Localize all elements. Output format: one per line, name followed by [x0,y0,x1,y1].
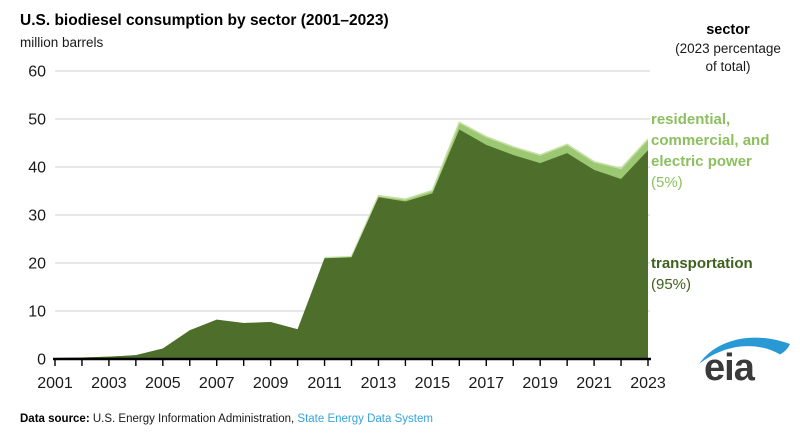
x-tick-label: 2023 [630,375,666,392]
x-tick-label: 2015 [415,375,451,392]
y-tick-label: 40 [28,160,46,177]
data-source-label: Data source: [20,413,90,425]
x-tick-label: 2009 [253,375,289,392]
eia-logo-swoosh-icon [699,337,790,364]
legend-header: sector (2023 percentage of total) [656,21,800,77]
eia-logo: eia [697,331,792,399]
legend-residential-pct: (5%) [651,174,683,191]
legend-transportation: transportation (95%) [651,253,800,295]
x-tick-label: 2019 [522,375,558,392]
y-tick-label: 30 [28,208,46,225]
chart-units-label: million barrels [20,35,104,50]
chart-title: U.S. biodiesel consumption by sector (20… [20,12,389,29]
eia-logo-text: eia [704,347,755,389]
legend-title: sector [706,22,750,38]
legend-transportation-pct: (95%) [651,276,692,293]
legend-residential-line1: residential, [651,111,731,128]
legend-residential-line3: electric power [651,153,752,170]
x-tick-label: 2021 [576,375,612,392]
x-tick-label: 2013 [361,375,397,392]
x-tick-label: 2003 [91,375,127,392]
legend-transportation-label: transportation [651,255,753,272]
area-transportation [55,129,648,359]
y-tick-label: 10 [28,304,46,321]
area-residential-top-edge [324,121,649,259]
legend-subtitle-line1: (2023 percentage [675,40,781,56]
data-source-link[interactable]: State Energy Data System [297,413,433,425]
x-tick-label: 2011 [307,375,342,392]
y-tick-label: 60 [28,64,46,81]
legend-residential: residential, commercial, and electric po… [651,109,800,193]
y-tick-label: 0 [37,352,46,369]
data-source-text: U.S. Energy Information Administration, [89,413,298,425]
x-tick-label: 2005 [145,375,181,392]
x-tick-label: 2017 [468,375,504,392]
x-tick-label: 2007 [199,375,235,392]
y-tick-label: 50 [28,112,46,129]
x-tick-label: 2001 [37,375,73,392]
y-tick-label: 20 [28,256,46,273]
data-source-note: Data source: U.S. Energy Information Adm… [20,413,433,425]
legend-subtitle-line2: of total) [705,59,751,74]
legend-residential-line2: commercial, and [651,132,770,149]
